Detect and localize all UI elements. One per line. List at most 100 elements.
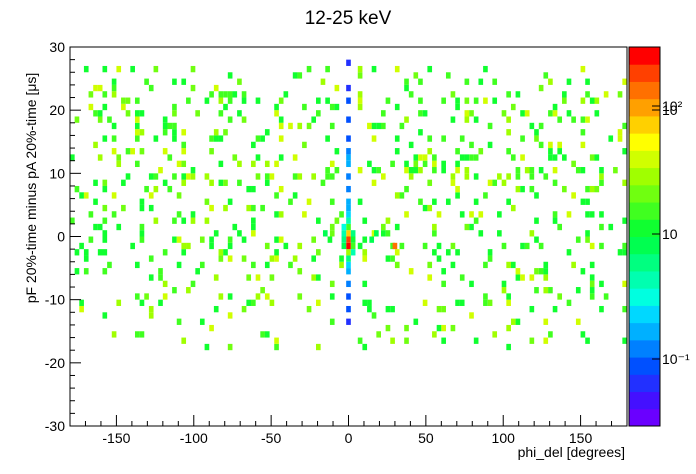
heatmap-cell bbox=[186, 287, 191, 294]
heatmap-cell bbox=[190, 211, 196, 218]
heatmap-cell bbox=[464, 116, 470, 123]
heatmap-cell bbox=[130, 148, 135, 155]
heatmap-cell bbox=[102, 65, 108, 73]
heatmap-cell bbox=[501, 242, 507, 250]
heatmap-cell bbox=[617, 249, 623, 256]
heatmap-cell bbox=[251, 223, 256, 231]
heatmap-cell bbox=[241, 255, 247, 262]
heatmap-cell bbox=[362, 236, 368, 243]
heatmap-cell bbox=[371, 65, 377, 73]
heatmap-cell bbox=[209, 135, 214, 142]
heatmap-cell bbox=[251, 160, 256, 168]
heatmap-cell bbox=[473, 173, 479, 180]
heatmap-cell bbox=[376, 167, 381, 174]
heatmap-cell bbox=[487, 122, 493, 130]
heatmap-cell bbox=[121, 204, 126, 212]
heatmap-cell bbox=[506, 173, 511, 180]
heatmap-cell bbox=[594, 97, 600, 104]
heatmap-cell bbox=[404, 324, 409, 332]
colorbar-segment bbox=[629, 47, 660, 65]
heatmap-cell bbox=[617, 135, 623, 142]
heatmap-cell bbox=[102, 268, 108, 275]
heatmap-cell bbox=[346, 242, 351, 250]
heatmap-cell bbox=[390, 160, 395, 168]
heatmap-cell bbox=[515, 268, 521, 275]
y-tick-label: -10 bbox=[45, 292, 65, 308]
heatmap-cell bbox=[473, 337, 479, 344]
heatmap-cell bbox=[520, 274, 525, 281]
heatmap-cell bbox=[107, 261, 112, 269]
heatmap-cell bbox=[83, 249, 89, 256]
heatmap-cell bbox=[427, 179, 433, 186]
heatmap-cell bbox=[497, 173, 502, 180]
heatmap-cell bbox=[181, 78, 187, 85]
heatmap-cell bbox=[97, 84, 103, 92]
heatmap-cell bbox=[334, 148, 340, 155]
heatmap-cell bbox=[394, 223, 400, 231]
heatmap-cell bbox=[432, 154, 437, 161]
heatmap-cell bbox=[506, 261, 511, 269]
heatmap-cell bbox=[148, 312, 154, 319]
heatmap-cell bbox=[144, 185, 149, 193]
heatmap-cell bbox=[172, 287, 177, 294]
heatmap-cell bbox=[589, 293, 595, 300]
heatmap-cell bbox=[464, 223, 470, 231]
heatmap-cell bbox=[441, 135, 446, 142]
heatmap-cell bbox=[102, 204, 108, 212]
heatmap-cell bbox=[464, 154, 470, 161]
heatmap-cell bbox=[346, 148, 351, 155]
heatmap-cell bbox=[385, 97, 391, 104]
x-tick-label: -100 bbox=[180, 430, 208, 446]
heatmap-cell bbox=[172, 173, 177, 180]
heatmap-cell bbox=[241, 91, 247, 98]
heatmap-cell bbox=[227, 312, 233, 319]
heatmap-cell bbox=[134, 261, 140, 269]
heatmap-cell bbox=[79, 299, 84, 306]
heatmap-cell bbox=[367, 305, 372, 313]
colorbar-segment bbox=[629, 408, 660, 427]
heatmap-cell bbox=[255, 293, 261, 300]
heatmap-cell bbox=[473, 198, 479, 205]
heatmap-cell bbox=[93, 179, 98, 186]
heatmap-cell bbox=[181, 337, 187, 344]
heatmap-cell bbox=[432, 223, 437, 231]
heatmap-cell bbox=[575, 318, 581, 325]
heatmap-cell bbox=[529, 185, 535, 193]
heatmap-cell bbox=[204, 173, 210, 180]
heatmap-cell bbox=[274, 343, 279, 351]
heatmap-cell bbox=[269, 255, 275, 262]
heatmap-cell bbox=[520, 110, 525, 117]
heatmap-cell bbox=[380, 122, 386, 130]
heatmap-cell bbox=[311, 236, 317, 243]
heatmap-cell bbox=[269, 299, 275, 306]
colorbar-segment bbox=[629, 184, 660, 203]
heatmap-cell bbox=[278, 185, 284, 193]
heatmap-cell bbox=[134, 160, 140, 168]
heatmap-cell bbox=[520, 185, 525, 193]
heatmap-cell bbox=[427, 204, 433, 212]
heatmap-cell bbox=[274, 110, 279, 117]
colorbar-segment bbox=[629, 288, 660, 306]
heatmap-cell bbox=[357, 72, 363, 79]
heatmap-cell bbox=[599, 305, 604, 313]
heatmap-cell bbox=[346, 255, 351, 262]
heatmap-cell bbox=[441, 337, 446, 344]
heatmap-cell bbox=[232, 154, 238, 161]
heatmap-cell bbox=[478, 148, 484, 155]
heatmap-cell bbox=[251, 185, 256, 193]
heatmap-cell bbox=[153, 173, 159, 180]
heatmap-cell bbox=[209, 324, 214, 332]
heatmap-cell bbox=[346, 154, 351, 161]
heatmap-cell bbox=[346, 268, 351, 275]
heatmap-cell bbox=[346, 230, 351, 237]
heatmap-cell bbox=[341, 236, 347, 243]
heatmap-cell bbox=[334, 167, 340, 174]
heatmap-cell bbox=[199, 236, 205, 243]
heatmap-cell bbox=[144, 78, 149, 85]
heatmap-cell bbox=[422, 160, 428, 168]
heatmap-cell bbox=[510, 261, 516, 269]
heatmap-cell bbox=[269, 274, 275, 281]
heatmap-cell bbox=[362, 249, 368, 256]
heatmap-cell bbox=[357, 65, 363, 73]
heatmap-cell bbox=[97, 249, 103, 256]
